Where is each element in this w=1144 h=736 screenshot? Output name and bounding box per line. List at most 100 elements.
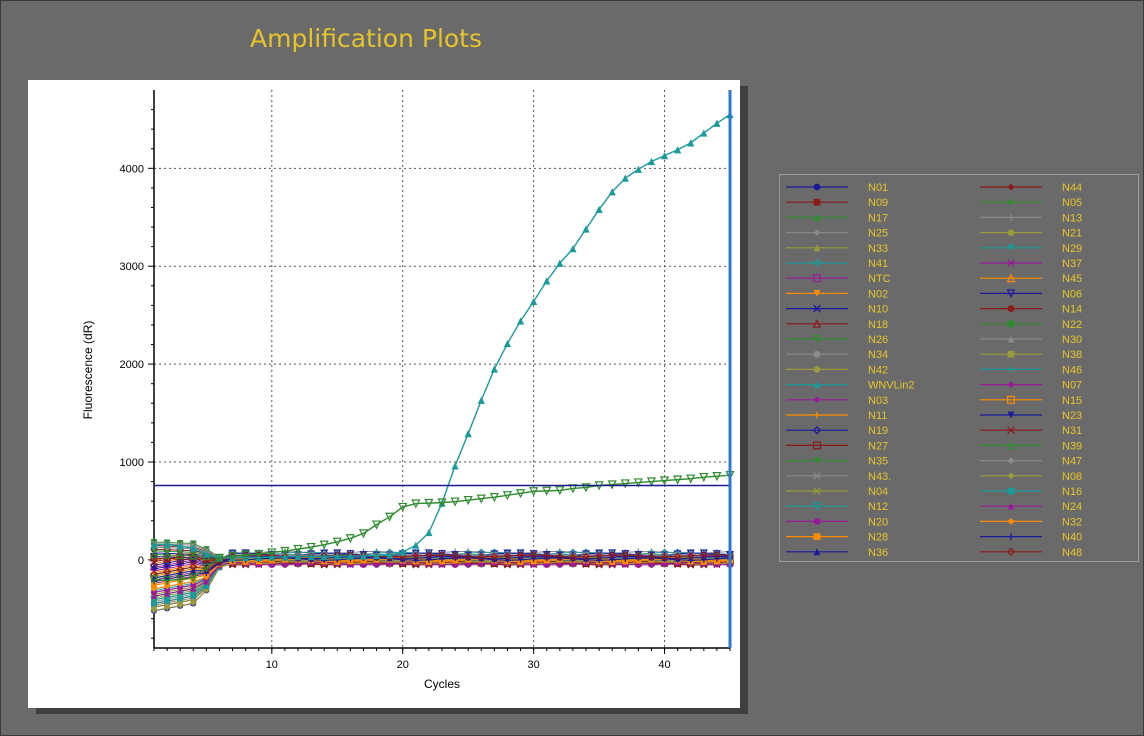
legend-item-n25[interactable]: N25 (786, 228, 888, 240)
curve-marker (373, 561, 380, 568)
legend-item-n03[interactable]: N03 (786, 395, 888, 407)
legend-item-n11[interactable]: N11 (786, 410, 887, 422)
curve-marker (673, 552, 682, 561)
curve-marker (464, 552, 473, 561)
legend-item-n37[interactable]: N37 (980, 258, 1082, 270)
legend-item-ntc[interactable]: NTC (786, 273, 891, 285)
amp-curve-wnvlin2[interactable] (150, 110, 734, 562)
legend-item-n17[interactable]: N17 (786, 212, 888, 224)
legend-swatch-marker (1007, 305, 1015, 312)
curve-marker (622, 553, 629, 560)
legend-item-n10[interactable]: N10 (786, 304, 888, 316)
curve-marker (464, 430, 472, 438)
legend-item-n26[interactable]: N26 (786, 334, 888, 346)
legend-swatch-marker (813, 411, 821, 419)
curve-marker (686, 551, 695, 560)
legend-item-n01[interactable]: N01 (786, 182, 888, 194)
curve-marker (294, 552, 302, 561)
legend-item-n14[interactable]: N14 (980, 304, 1082, 316)
legend-item-wnvlin2[interactable]: WNVLin2 (786, 380, 914, 392)
legend-item-n32[interactable]: N32 (980, 516, 1082, 528)
legend-item-n30[interactable]: N30 (980, 334, 1082, 346)
curve-marker (163, 550, 172, 559)
amplification-curves (149, 110, 735, 586)
legend: N01 N44 N09 N05 N17 N13 N25 N21 N33 N29 N41 N37 NTC N… (779, 174, 1139, 562)
curve-marker (673, 475, 683, 485)
curve-marker (530, 553, 537, 560)
legend-item-n13[interactable]: N13 (980, 212, 1082, 224)
legend-item-n36[interactable]: N36 (786, 547, 888, 559)
legend-item-n46[interactable]: N46 (980, 364, 1082, 376)
curve-marker (411, 551, 420, 560)
curve-marker (164, 590, 171, 597)
legend-item-n05[interactable]: N05 (980, 197, 1082, 209)
legend-item-n44[interactable]: N44 (980, 182, 1082, 194)
legend-label: N29 (1062, 243, 1082, 255)
legend-item-n38[interactable]: N38 (980, 349, 1082, 361)
legend-item-n27[interactable]: N27 (786, 440, 888, 452)
legend-item-n28[interactable]: N28 (786, 532, 888, 544)
legend-item-n45[interactable]: N45 (980, 273, 1082, 285)
legend-item-n12[interactable]: N12 (786, 501, 888, 513)
legend-item-n24[interactable]: N24 (980, 501, 1082, 513)
legend-item-n19[interactable]: N19 (786, 425, 888, 437)
legend-item-n20[interactable]: N20 (786, 516, 888, 528)
legend-swatch-marker (813, 457, 821, 464)
legend-item-n42[interactable]: N42 (786, 364, 888, 376)
curve-marker (203, 546, 210, 553)
legend-item-n35[interactable]: N35 (786, 456, 888, 468)
legend-item-n09[interactable]: N09 (786, 197, 888, 209)
legend-item-n33[interactable]: N33 (786, 243, 888, 255)
legend-item-n22[interactable]: N22 (980, 319, 1082, 331)
legend-item-n41[interactable]: N41 (786, 258, 888, 270)
legend-label: N45 (1062, 273, 1082, 285)
legend-item-n18[interactable]: N18 (786, 319, 888, 331)
curve-marker (674, 555, 681, 562)
legend-label: N21 (1062, 228, 1082, 240)
legend-item-n43[interactable]: N43. (786, 471, 891, 483)
legend-item-n34[interactable]: N34 (786, 349, 888, 361)
legend-item-n47[interactable]: N47 (980, 456, 1082, 468)
legend-label: N16 (1062, 486, 1082, 498)
curve-marker (359, 552, 368, 560)
curve-marker (700, 129, 708, 137)
x-tick-label: 20 (397, 659, 409, 671)
curve-line (153, 561, 731, 611)
legend-item-n29[interactable]: N29 (980, 243, 1082, 255)
curve-marker (214, 553, 225, 563)
curve-marker (516, 317, 525, 325)
curve-marker (164, 579, 171, 586)
curve-marker (151, 582, 157, 589)
y-tick-label: 1000 (120, 457, 144, 469)
curve-marker (478, 555, 485, 562)
legend-label: N08 (1062, 471, 1082, 483)
curve-marker (489, 493, 499, 503)
curve-marker (149, 575, 159, 585)
curve-marker (503, 339, 512, 348)
curve-marker (176, 551, 185, 560)
legend-item-n04[interactable]: N04 (786, 486, 888, 498)
legend-item-n02[interactable]: N02 (786, 288, 888, 300)
legend-item-n31[interactable]: N31 (980, 425, 1082, 437)
legend-item-n15[interactable]: N15 (980, 395, 1082, 407)
legend-item-n48[interactable]: N48 (980, 547, 1082, 559)
curve-marker (399, 555, 406, 562)
curve-marker (491, 555, 498, 562)
legend-item-n40[interactable]: N40 (980, 532, 1082, 544)
legend-item-n21[interactable]: N21 (980, 228, 1082, 240)
curve-marker (150, 558, 158, 566)
legend-item-n39[interactable]: N39 (980, 440, 1082, 452)
curve-marker (411, 499, 421, 509)
legend-item-n08[interactable]: N08 (980, 471, 1082, 483)
legend-swatch-marker (812, 502, 822, 511)
legend-item-n23[interactable]: N23 (980, 410, 1082, 422)
legend-item-n16[interactable]: N16 (980, 486, 1082, 498)
legend-item-n06[interactable]: N06 (980, 288, 1082, 300)
legend-swatch-marker (812, 441, 821, 450)
curve-marker (190, 582, 197, 589)
legend-label: WNVLin2 (868, 380, 914, 392)
legend-swatch-marker (1007, 320, 1015, 328)
curve-marker (660, 151, 669, 160)
legend-item-n07[interactable]: N07 (980, 380, 1082, 392)
legend-swatch-marker (1006, 440, 1016, 450)
